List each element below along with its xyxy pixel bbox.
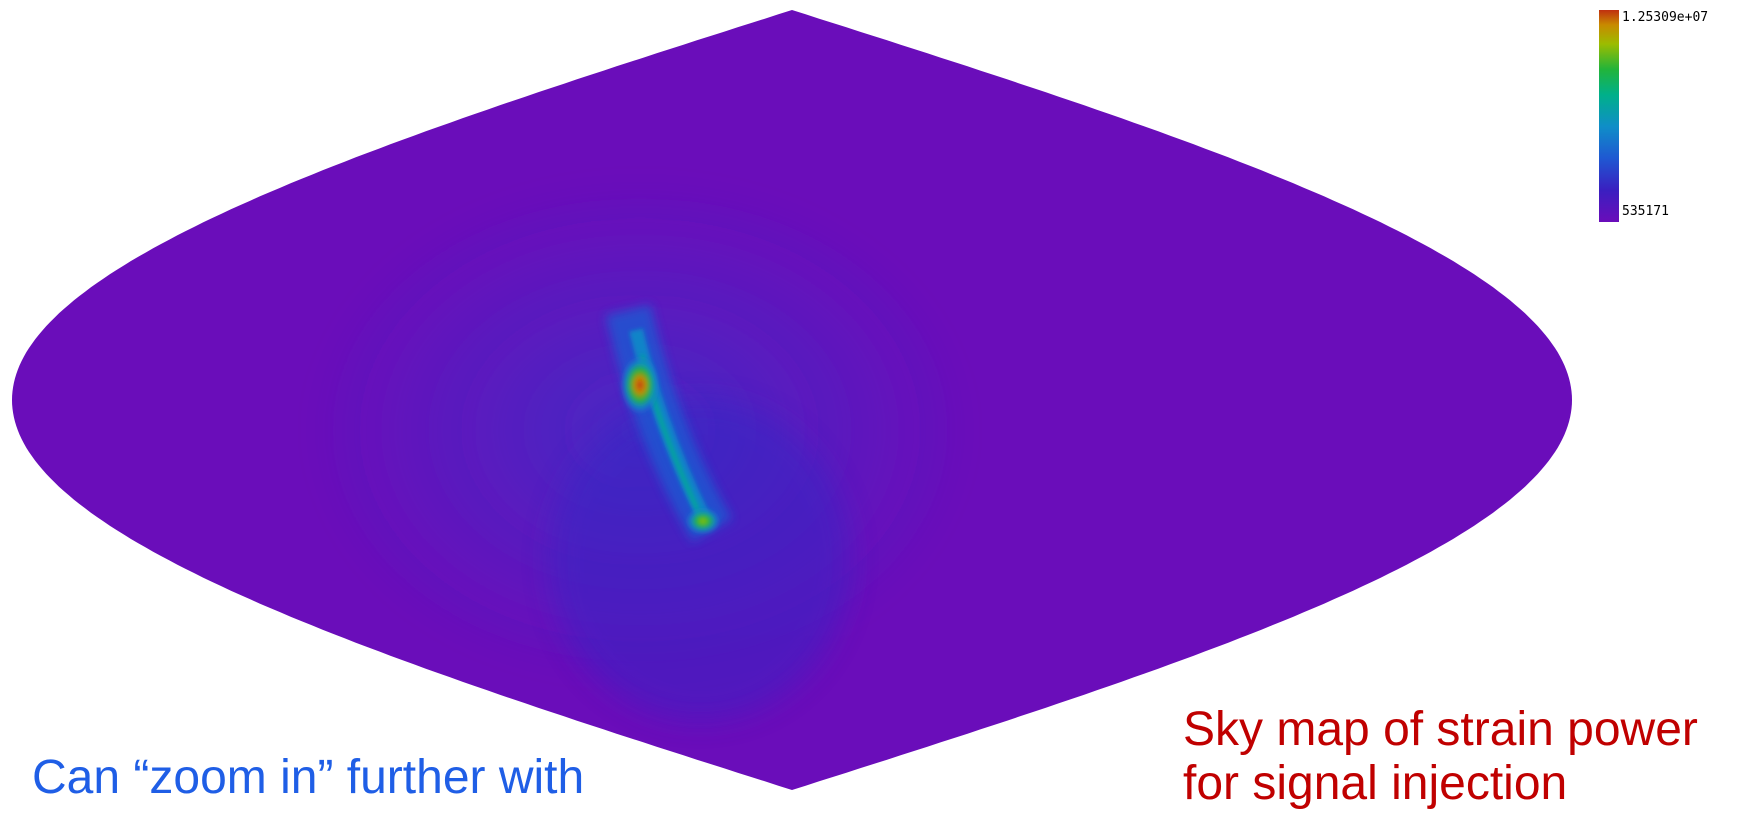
right-caption-line: Sky map of strain power <box>1183 703 1698 756</box>
colorbar <box>1599 10 1619 222</box>
left-caption-line: Can “zoom in” further with <box>32 751 585 804</box>
secondary-peak-hotspot <box>685 507 721 535</box>
diffuse-halo-lower <box>550 400 850 720</box>
colorbar-min-label: 535171 <box>1622 204 1669 219</box>
main-peak-hotspot <box>620 355 660 415</box>
sky-map-field <box>12 10 1572 790</box>
colorbar-max-label: 1.25309e+07 <box>1622 10 1709 25</box>
colorbar-gradient <box>1599 10 1619 222</box>
left-caption: Can “zoom in” further with <box>32 754 584 808</box>
right-caption-line: for signal injection <box>1183 757 1568 810</box>
right-caption: Sky map of strain power for signal injec… <box>1183 706 1698 814</box>
sky-map-chart <box>12 10 1619 790</box>
